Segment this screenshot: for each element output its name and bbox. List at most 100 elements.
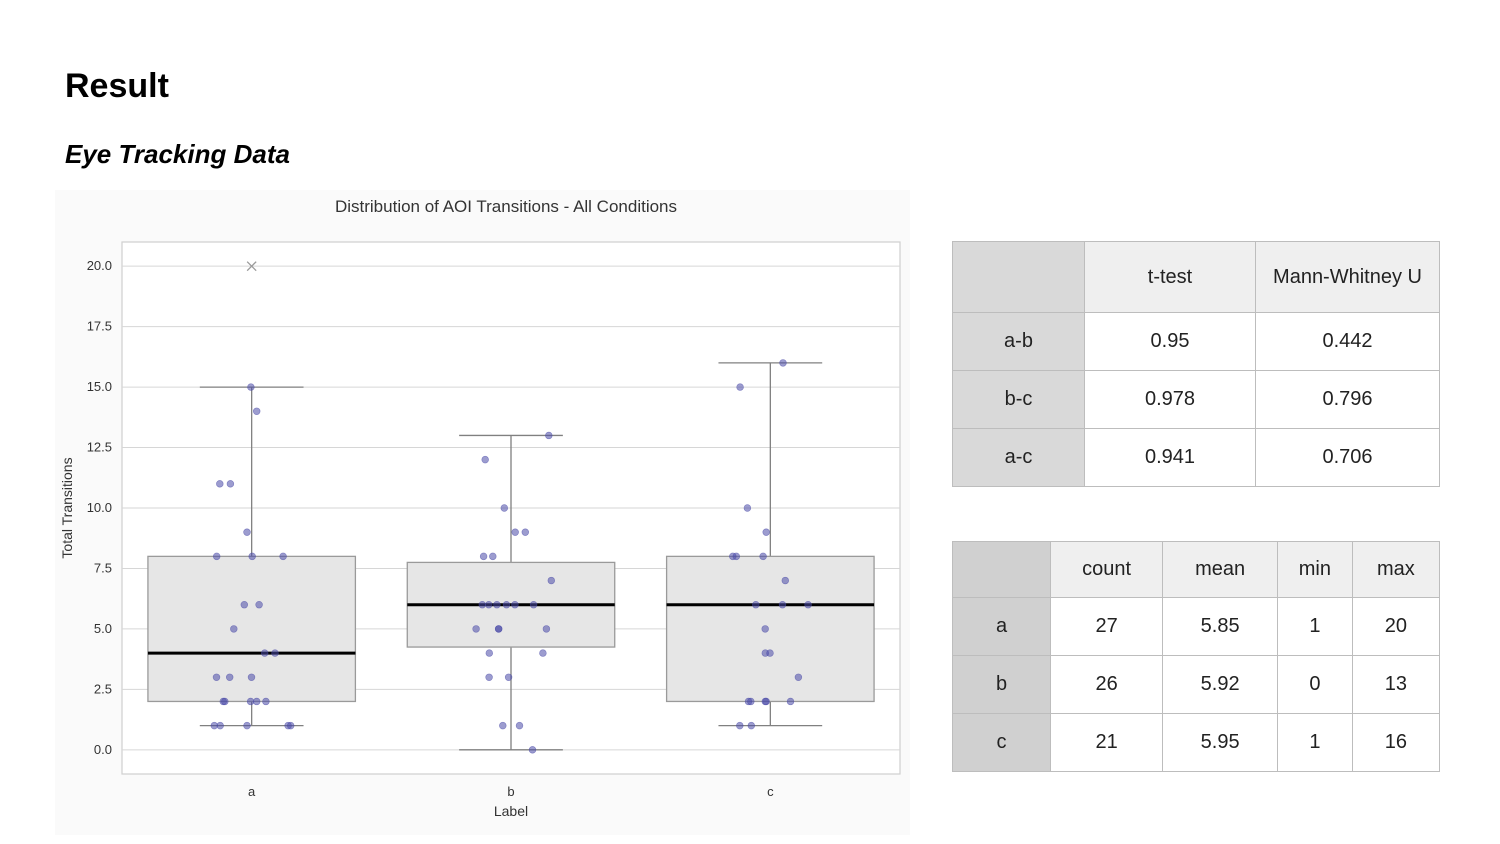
- data-point: [247, 673, 256, 681]
- data-point: [778, 601, 787, 609]
- boxplot-chart: 0.0 2.5 5.0 7.5 10.0 12.5 15.0 17.5 20.0 a b c Distr…: [55, 190, 910, 835]
- data-point: [542, 625, 551, 633]
- data-point: [485, 601, 493, 609]
- data-point: [262, 697, 270, 706]
- header-mean: mean: [1162, 541, 1279, 598]
- table-row: b-c 0.978 0.796: [952, 370, 1440, 429]
- data-point: [253, 697, 261, 706]
- y-tick-label: 0.0: [94, 742, 112, 757]
- chart-svg: 0.0 2.5 5.0 7.5 10.0 12.5 15.0 17.5 20.0 a b c Distr…: [55, 190, 910, 835]
- y-tick-label: 7.5: [94, 560, 112, 575]
- y-tick-label: 20.0: [87, 258, 112, 273]
- data-point: [287, 721, 295, 730]
- data-point: [736, 383, 744, 391]
- data-point: [736, 721, 744, 730]
- page-title: Result: [65, 67, 169, 105]
- data-point: [547, 576, 555, 585]
- x-tick-label: c: [767, 784, 774, 799]
- row-label: c: [952, 713, 1051, 772]
- data-point: [478, 601, 486, 609]
- table-row: a-c 0.941 0.706: [952, 428, 1440, 487]
- data-point: [761, 697, 769, 706]
- t-test-value: 0.95: [1084, 312, 1256, 371]
- data-point: [271, 649, 279, 657]
- data-point: [511, 528, 519, 536]
- data-point: [511, 601, 519, 609]
- header-max: max: [1351, 541, 1441, 598]
- header-t-test: t-test: [1084, 241, 1256, 313]
- data-point: [226, 673, 234, 681]
- data-point: [255, 601, 263, 609]
- data-point: [539, 649, 547, 657]
- data-point: [240, 601, 249, 609]
- x-tick-label: b: [507, 784, 514, 799]
- table-row: c 21 5.95 1 16: [952, 713, 1441, 772]
- y-tick-label: 15.0: [87, 379, 112, 394]
- significance-table: t-test Mann-Whitney U a-b 0.95 0.442 b-c…: [952, 241, 1440, 487]
- row-label: a-b: [952, 312, 1085, 371]
- data-point: [779, 359, 787, 367]
- data-point: [226, 480, 235, 488]
- data-point: [247, 383, 255, 391]
- data-point: [489, 552, 497, 561]
- section-title: Eye Tracking Data: [65, 139, 290, 169]
- data-point: [804, 601, 812, 609]
- table-row: b 26 5.92 0 13: [952, 655, 1441, 714]
- row-label: a-c: [952, 428, 1085, 487]
- mann-whitney-value: 0.796: [1255, 370, 1440, 429]
- data-point: [472, 625, 480, 633]
- data-point: [493, 601, 501, 609]
- data-point: [515, 721, 524, 730]
- box-c: [665, 555, 875, 703]
- data-point: [243, 528, 251, 536]
- max-value: 16: [1351, 713, 1441, 772]
- data-point: [762, 528, 770, 536]
- count-value: 27: [1049, 597, 1164, 656]
- data-point: [761, 625, 769, 633]
- y-tick-label: 10.0: [87, 500, 112, 515]
- mann-whitney-value: 0.706: [1255, 428, 1440, 487]
- t-test-value: 0.978: [1084, 370, 1256, 429]
- header-count: count: [1049, 541, 1164, 598]
- chart-title: Distribution of AOI Transitions - All Co…: [335, 197, 677, 216]
- data-point: [248, 552, 256, 561]
- data-point: [747, 721, 755, 730]
- data-point: [253, 407, 261, 415]
- data-point: [499, 721, 507, 730]
- min-value: 0: [1277, 655, 1353, 714]
- table-row: a-b 0.95 0.442: [952, 312, 1440, 371]
- table-corner-cell: [952, 241, 1085, 313]
- table-row: a 27 5.85 1 20: [952, 597, 1441, 656]
- mean-value: 5.92: [1162, 655, 1279, 714]
- data-point: [729, 552, 737, 561]
- row-label: b-c: [952, 370, 1085, 429]
- data-point: [529, 601, 538, 609]
- table-header-row: t-test Mann-Whitney U: [952, 241, 1440, 313]
- outlier-marker: [246, 261, 257, 272]
- header-mann-whitney: Mann-Whitney U: [1255, 241, 1440, 313]
- data-point: [794, 673, 803, 681]
- y-tick-label: 12.5: [87, 440, 112, 455]
- data-point: [502, 601, 511, 609]
- data-point: [761, 649, 769, 657]
- data-point: [261, 649, 269, 657]
- data-point: [752, 601, 760, 609]
- data-point: [485, 673, 493, 681]
- data-point: [743, 504, 752, 512]
- data-point: [221, 697, 229, 706]
- data-point: [781, 576, 789, 585]
- t-test-value: 0.941: [1084, 428, 1256, 487]
- count-value: 21: [1049, 713, 1164, 772]
- data-point: [521, 528, 529, 536]
- count-value: 26: [1049, 655, 1164, 714]
- data-point: [230, 625, 238, 633]
- data-point: [481, 455, 489, 464]
- min-value: 1: [1277, 713, 1353, 772]
- y-axis-label: Total Transitions: [59, 457, 75, 558]
- table-corner-cell: [952, 541, 1051, 598]
- data-point: [500, 504, 508, 512]
- data-point: [744, 697, 753, 706]
- descriptive-stats-table: count mean min max a 27 5.85 1 20 b 26 5…: [952, 541, 1441, 772]
- data-point: [528, 746, 537, 754]
- header-min: min: [1277, 541, 1353, 598]
